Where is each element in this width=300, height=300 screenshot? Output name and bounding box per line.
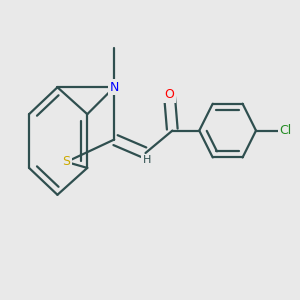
Text: H: H <box>143 155 151 166</box>
Text: N: N <box>110 81 119 94</box>
Text: S: S <box>62 155 70 168</box>
Text: Cl: Cl <box>280 124 292 137</box>
Text: O: O <box>164 88 174 101</box>
